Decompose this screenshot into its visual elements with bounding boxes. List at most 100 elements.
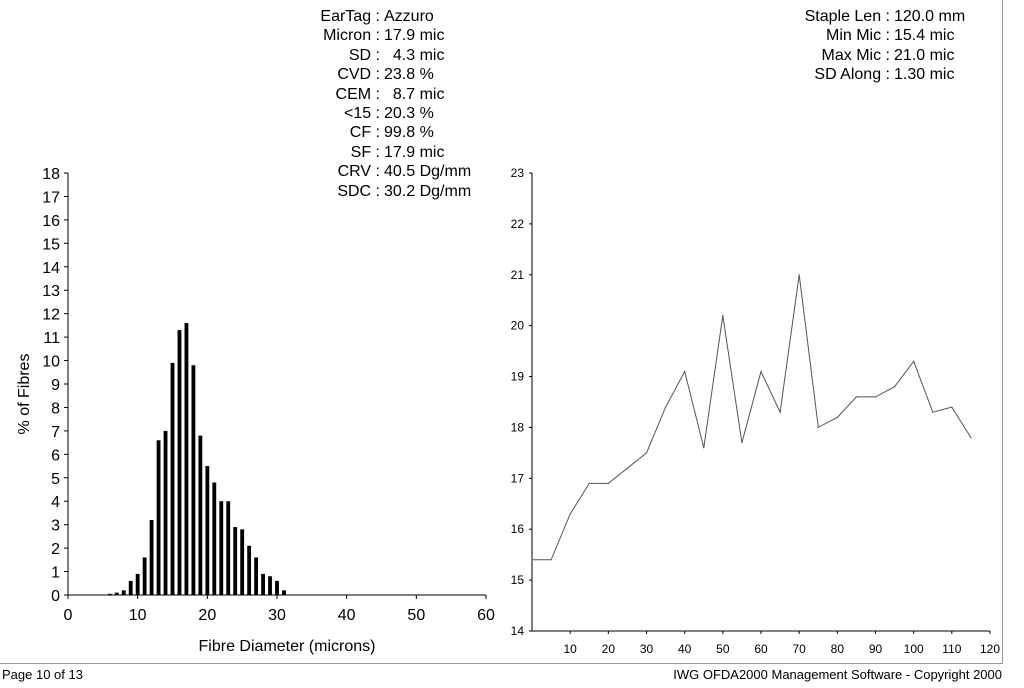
stat-row: EarTag : Azzuro: [290, 7, 494, 26]
stat-label: CVD :: [337, 66, 380, 84]
along-staple-point: [722, 314, 724, 317]
line-x-tick-label: 20: [602, 642, 616, 656]
line-x-tick-label: 10: [563, 642, 577, 656]
line-x-tick-label: 80: [831, 642, 845, 656]
stat-value: 99.8 %: [384, 124, 434, 142]
hist-bar: [177, 330, 182, 595]
along-staple-point: [626, 467, 629, 469]
hist-y-tick-label: 10: [42, 354, 60, 371]
hist-y-tick-label: 14: [42, 260, 60, 277]
hist-x-tick-label: 20: [198, 607, 216, 624]
along-staple-point: [569, 513, 571, 515]
hist-y-tick-label: 7: [51, 424, 60, 441]
hist-y-tick-label: 16: [42, 213, 60, 230]
along-stat-value: 21.0 mic: [894, 46, 955, 64]
line-y-tick-label: 16: [511, 522, 525, 536]
along-staple-point: [893, 386, 896, 388]
hist-bar: [170, 362, 175, 595]
hist-y-tick-label: 2: [51, 541, 60, 558]
hist-x-tick-label: 10: [129, 607, 147, 624]
stat-value: 17.9 mic: [384, 27, 445, 45]
stat-row: CF :99.8 %: [290, 123, 494, 142]
along-staple-point: [607, 482, 609, 485]
along-staple-point: [836, 416, 838, 418]
sample-stats-panel: EarTag : Azzuro Micron :17.9 mic SD : 4.3 m…: [290, 7, 494, 201]
hist-bar: [128, 580, 133, 595]
stat-label: EarTag :: [320, 8, 380, 25]
hist-y-tick-label: 17: [42, 189, 60, 206]
hist-y-tick-label: 13: [42, 283, 60, 300]
along-staple-stats-panel: Staple Len :120.0 mm Min Mic :15.4 mic Max…: [760, 7, 984, 85]
hist-x-tick-label: 40: [338, 607, 356, 624]
line-x-tick-label: 100: [904, 642, 924, 656]
copyright-notice: IWG OFDA2000 Management Software - Copyr…: [673, 667, 1002, 682]
hist-y-tick-label: 6: [51, 447, 60, 464]
hist-bar: [121, 590, 126, 595]
hist-bar: [219, 501, 224, 595]
line-x-tick-label: 70: [792, 642, 806, 656]
stat-value: 20.3 %: [384, 105, 434, 123]
line-y-tick-label: 15: [511, 573, 525, 587]
hist-y-tick-label: 3: [51, 518, 60, 535]
along-staple-point: [531, 559, 533, 561]
line-x-tick-label: 40: [678, 642, 692, 656]
along-staple-point: [932, 411, 934, 413]
hist-y-tick-label: 9: [51, 377, 60, 394]
along-staple-point: [798, 274, 800, 276]
line-x-tick-label: 30: [640, 642, 654, 656]
line-x-tick-label: 60: [754, 642, 768, 656]
stat-value: 23.8 %: [384, 66, 434, 84]
hist-bar: [149, 519, 154, 595]
along-staple-point: [970, 437, 972, 439]
stat-label: SDC :: [337, 182, 380, 200]
stat-label: CRV :: [337, 163, 380, 181]
line-y-tick-label: 23: [511, 166, 525, 180]
line-y-tick-label: 14: [511, 624, 525, 638]
stat-row: SDC :30.2 Dg/mm: [290, 182, 494, 201]
hist-bar: [247, 545, 252, 595]
stat-row: CRV :40.5 Dg/mm: [290, 162, 494, 181]
along-stat-label: Min Mic :: [826, 27, 890, 45]
hist-x-axis-label: Fibre Diameter (microns): [199, 638, 376, 655]
hist-bar: [142, 557, 147, 595]
line-y-tick-label: 18: [511, 420, 525, 434]
hist-y-tick-label: 1: [51, 565, 60, 582]
hist-bar: [254, 557, 259, 595]
hist-bar: [282, 590, 286, 595]
page-number: Page 10 of 13: [2, 667, 83, 682]
stat-row: Micron :17.9 mic: [290, 26, 494, 45]
hist-y-tick-label: 18: [42, 166, 60, 183]
hist-y-tick-label: 15: [42, 236, 60, 253]
hist-bar: [198, 435, 203, 595]
stat-row: SF :17.9 mic: [290, 143, 494, 162]
hist-y-axis-label: % of Fibres: [16, 354, 33, 435]
along-stat-label: SD Along :: [814, 66, 890, 84]
hist-bar: [275, 580, 279, 595]
stat-label: CEM :: [335, 85, 380, 103]
stat-value: 30.2 Dg/mm: [384, 182, 472, 200]
stat-label: Micron :: [323, 27, 380, 45]
along-stat-row: Staple Len :120.0 mm: [760, 7, 984, 26]
hist-bar: [205, 466, 210, 595]
hist-y-tick-label: 12: [42, 307, 60, 324]
line-x-tick-label: 120: [980, 642, 1000, 656]
hist-x-tick-label: 0: [64, 607, 73, 624]
along-stat-label: Max Mic :: [821, 46, 890, 64]
along-staple-point: [760, 370, 762, 373]
along-stat-value: 120.0 mm: [894, 8, 966, 25]
along-stat-row: Max Mic :21.0 mic: [760, 46, 984, 65]
hist-y-tick-label: 5: [51, 471, 60, 488]
along-stat-row: SD Along :1.30 mic: [760, 65, 984, 84]
line-x-tick-label: 50: [716, 642, 730, 656]
hist-bar: [163, 430, 168, 595]
along-staple-point: [550, 559, 552, 561]
hist-y-tick-label: 11: [43, 330, 60, 347]
along-staple-point: [779, 411, 781, 413]
hist-x-tick-label: 50: [407, 607, 425, 624]
along-staple-point: [913, 360, 915, 362]
hist-bar: [233, 527, 238, 595]
along-stat-value: 1.30 mic: [894, 66, 955, 84]
line-x-tick-label: 110: [942, 642, 961, 656]
along-staple-point: [645, 452, 648, 454]
hist-bar: [107, 593, 112, 595]
